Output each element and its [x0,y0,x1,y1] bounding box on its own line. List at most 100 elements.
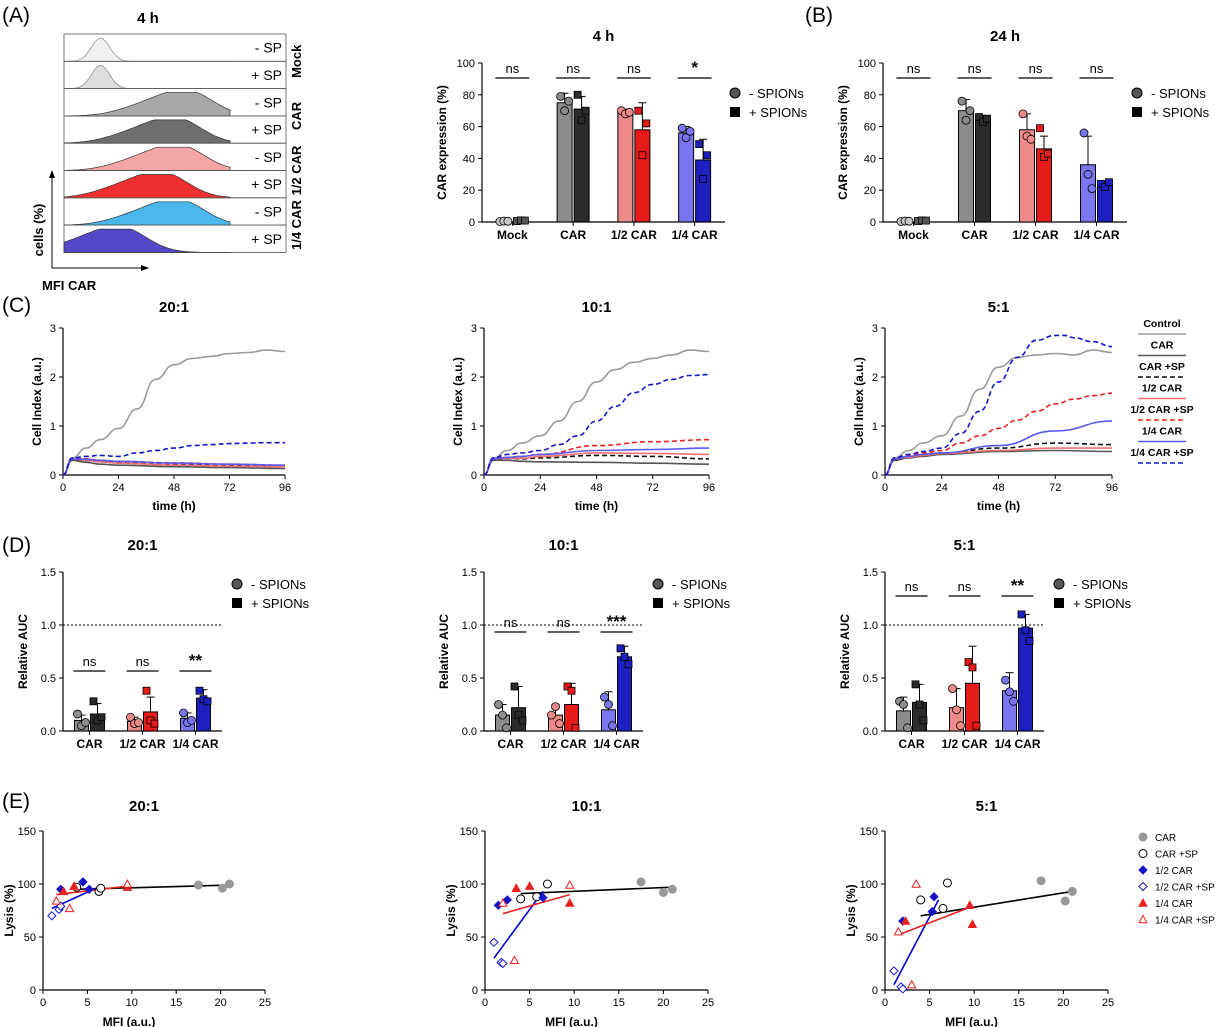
bar [556,102,573,223]
legend-marker-minus [1131,87,1143,99]
significance-label: ** [1011,576,1025,595]
data-point [150,719,159,728]
bar [1019,129,1035,223]
x-tick-label: 10 [968,997,980,1009]
data-point [638,151,647,160]
data-point [906,979,917,989]
data-point [560,106,570,116]
y-tick-label: 150 [860,826,878,838]
y-axis-label: Relative AUC [437,614,451,689]
legend-label: 1/2 CAR +SP [1130,404,1193,416]
y-tick-label: 2 [50,372,56,384]
data-point [556,91,566,101]
data-point [567,686,576,695]
data-point [498,958,508,969]
data-point [911,878,922,888]
y-axis-label: CAR expression (%) [435,85,449,200]
data-point [699,175,708,183]
hist-curve [63,174,231,199]
data-point [911,680,920,689]
data-point [916,895,926,905]
data-point [1044,149,1052,158]
fit-line [898,905,973,936]
data-point [942,878,952,888]
data-point [498,710,507,720]
hist-curve [64,64,230,89]
hist-row-label: + SP [251,122,282,138]
data-point [975,113,983,121]
x-tick-label: 0 [882,997,888,1009]
y-tick-label: 150 [18,826,36,838]
chart-title: 10:1 [581,299,611,316]
data-point [677,123,687,133]
x-tick-label: CAR [962,228,988,242]
data-point [634,106,643,115]
data-point [1067,886,1077,896]
data-point [577,116,586,125]
x-tick-label: 24 [936,482,948,494]
series-line [62,441,285,476]
data-point [1079,128,1089,138]
data-point [1021,626,1030,635]
y-tick-label: 1.0 [863,620,878,632]
data-point [1026,134,1036,144]
data-point [494,700,503,709]
x-tick-label: 24 [534,482,546,494]
y-tick-label: 100 [460,879,478,891]
x-tick-label: 0 [40,997,46,1009]
hist-x-arrowhead [141,265,149,271]
legend-label-minus: - SPIONs [1151,86,1206,101]
data-point [538,893,548,903]
scatter-chart-10-1: 10:1 0 50 100 150 0 5 10 15 20 25 MFI (a.u.) Lysis (… [444,798,714,1027]
line-chart-20-1: 20:1 0 1 2 3 0 24 48 72 96 time (h) Cell Index (a.u… [30,299,291,513]
x-tick-label: 96 [279,482,291,494]
data-point [1138,865,1148,875]
bar [975,118,991,223]
x-tick-label: 72 [1049,482,1061,494]
y-axis-label: Cell Index (a.u.) [30,357,44,446]
y-axis-label: CAR expression (%) [836,85,850,200]
series-line [62,459,286,476]
data-point [965,106,975,116]
line-chart-5-1: 5:1 0 1 2 3 0 24 48 72 96 time (h) Cell Index (a.u.… [852,299,1194,513]
data-point [179,708,188,718]
data-point [900,916,911,925]
significance-label: ns [1029,61,1043,76]
series-line [483,349,710,476]
x-tick-label: 1/4 CAR [672,228,718,242]
legend-label: 1/4 CAR [1142,426,1183,438]
hist-curve [63,201,231,226]
y-tick-label: 0 [870,217,876,229]
data-point [1138,914,1148,924]
y-tick-label: 0 [30,985,36,997]
y-tick-label: 0.0 [863,726,878,738]
x-tick-label: 0 [481,482,487,494]
panel-label-d: (D) [2,534,31,557]
data-point [564,96,574,106]
histogram-panel-a: 4 h - SP + SP - SP + SP - SP + SP - SP + SP Mock C… [31,10,304,293]
x-tick-label: 1/2 CAR [611,228,657,242]
chart-title: 10:1 [548,537,578,554]
x-tick-label: 25 [1102,997,1114,1009]
hist-x-label: MFI CAR [42,278,97,293]
y-tick-label: 1 [471,421,477,433]
panel-label-b: (B) [805,4,833,27]
x-tick-label: 0 [882,482,888,494]
hist-curve [63,119,231,144]
significance-label: ns [83,654,97,669]
data-point [195,686,204,695]
x-tick-label: CAR [77,737,103,751]
x-tick-label: 96 [1106,482,1118,494]
data-point [524,881,535,890]
y-tick-label: 2 [471,372,477,384]
bar [634,129,651,223]
chart-title: 20:1 [129,798,159,815]
chart-title: 20:1 [127,537,157,554]
x-tick-label: 1/4 CAR [172,737,218,751]
bar [958,110,974,223]
significance-label: ns [627,61,641,76]
x-axis-label: MFI (a.u.) [545,1015,598,1027]
auc-chart-10-1: 10:1 0.0 0.5 1.0 1.5 Relative AUC CAR ns 1/2 CAR… [437,537,731,751]
data-point [919,716,928,725]
data-point [89,697,98,706]
